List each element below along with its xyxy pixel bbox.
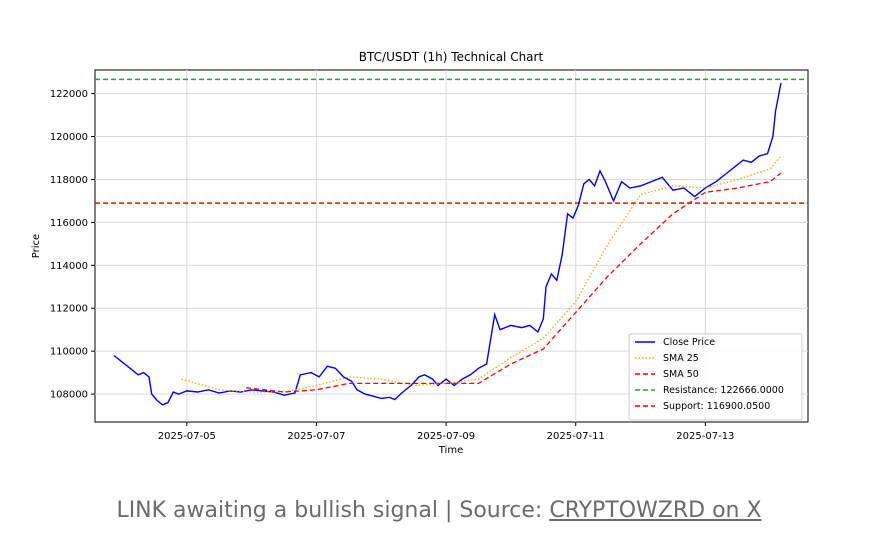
legend-label: Resistance: 122666.0000 (663, 385, 784, 396)
x-axis-label: Time (438, 445, 463, 456)
x-axis-ticks: 2025-07-05 2025-07-07 2025-07-09 2025-07-11… (158, 422, 734, 442)
source-link[interactable]: CRYPTOWZRD on X (549, 498, 762, 523)
legend: Close Price SMA 25 SMA 50 Resistance: 12266… (628, 333, 803, 421)
x-tick-label: 2025-07-11 (547, 431, 605, 442)
legend-label: SMA 25 (663, 353, 699, 364)
y-tick-label: 108000 (50, 390, 88, 401)
chart-title: BTC/USDT (1h) Technical Chart (359, 50, 544, 64)
x-tick-label: 2025-07-05 (158, 431, 216, 442)
y-tick-label: 122000 (50, 89, 88, 100)
x-tick-label: 2025-07-09 (417, 431, 475, 442)
price-chart: 108000 110000 112000 114000 116000 118000 1200… (31, 50, 809, 456)
legend-label: Support: 116900.0500 (663, 401, 770, 412)
y-axis-ticks: 108000 110000 112000 114000 116000 118000 1200… (50, 89, 95, 401)
y-tick-label: 116000 (50, 218, 88, 229)
legend-box (628, 333, 803, 421)
caption-text: LINK awaiting a bullish signal | Source: (116, 498, 550, 523)
caption: LINK awaiting a bullish signal | Source:… (0, 498, 878, 523)
y-tick-label: 118000 (50, 175, 88, 186)
x-tick-label: 2025-07-13 (676, 431, 734, 442)
series-lines (113, 82, 782, 406)
y-tick-label: 120000 (50, 132, 88, 143)
y-axis-label: Price (31, 234, 42, 258)
y-tick-label: 112000 (50, 304, 88, 315)
legend-label: SMA 50 (663, 369, 699, 380)
sma-50-line (246, 172, 782, 393)
y-tick-label: 110000 (50, 347, 88, 358)
x-tick-label: 2025-07-07 (287, 431, 345, 442)
sma-25-line (181, 155, 782, 393)
close-price-line (113, 82, 782, 406)
legend-label: Close Price (663, 337, 715, 348)
y-tick-label: 114000 (50, 261, 88, 272)
